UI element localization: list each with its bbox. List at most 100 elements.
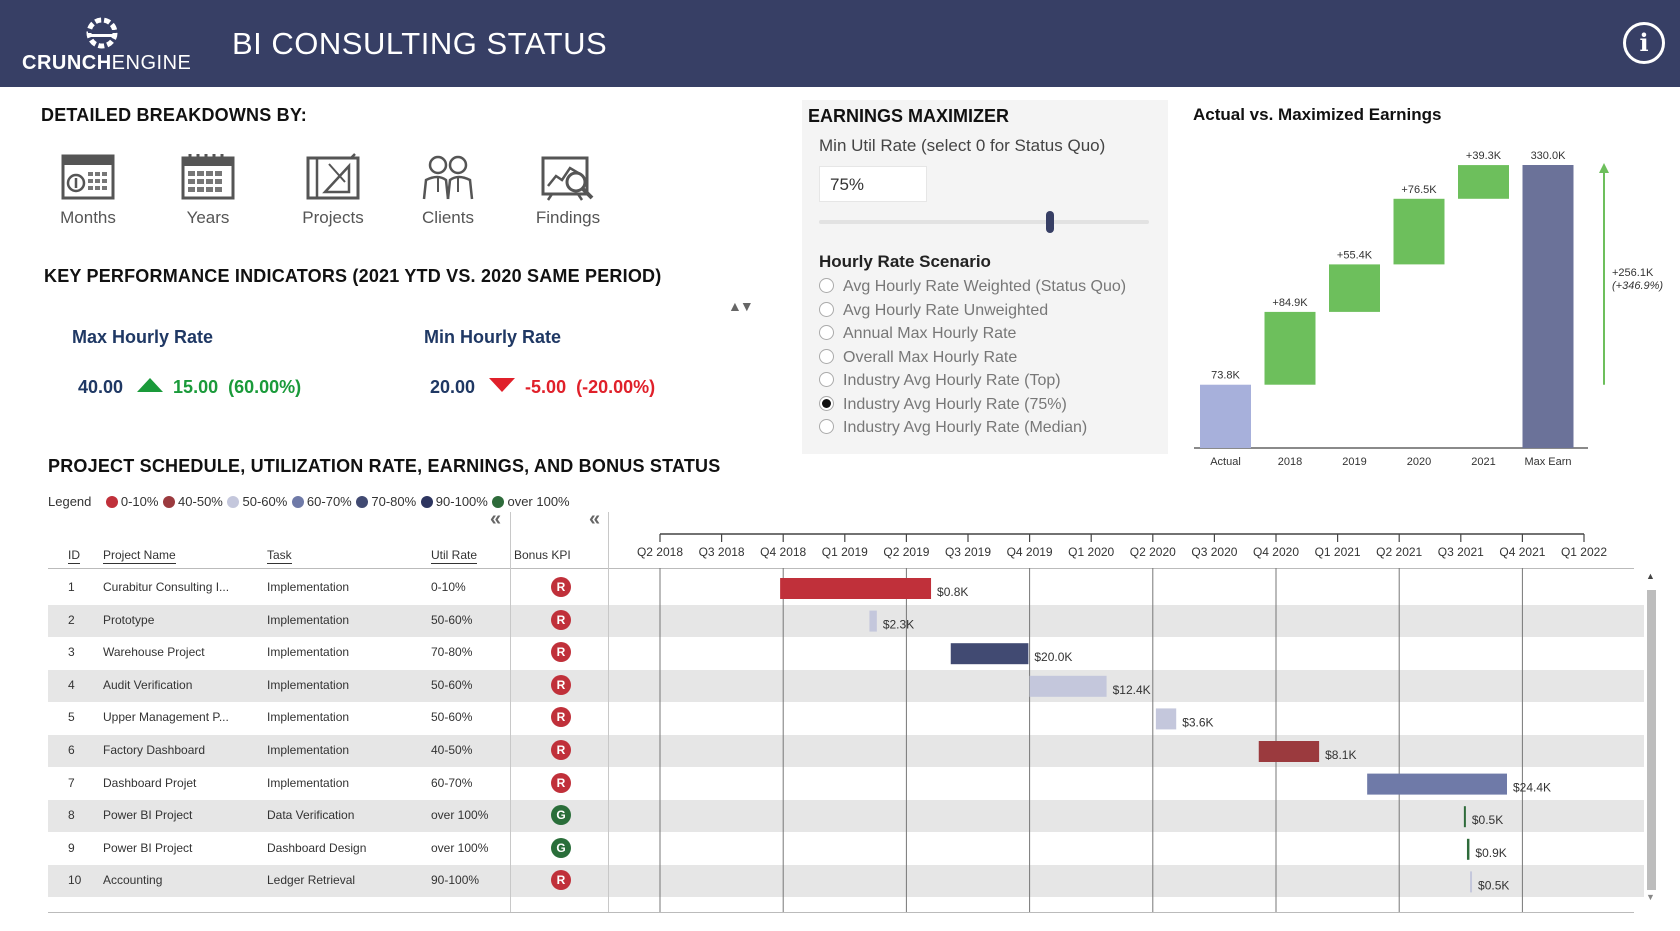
page-title: BI CONSULTING STATUS: [232, 26, 608, 61]
col-id[interactable]: ID: [68, 548, 80, 564]
bonus-kpi-badge: R: [551, 740, 571, 760]
radio-icon[interactable]: [819, 372, 834, 387]
waterfall-category-label: 2019: [1342, 456, 1366, 468]
legend-dot: [163, 496, 176, 508]
table-row[interactable]: 8 Power BI Project Data Verification over 1…: [48, 800, 1644, 833]
legend-item: 40-50%: [163, 494, 223, 509]
legend-item-label: 90-100%: [435, 494, 488, 509]
waterfall-value-label: +55.4K: [1337, 249, 1373, 261]
calendar-month-icon: [61, 154, 115, 200]
gantt-bar[interactable]: [1155, 708, 1177, 730]
col-project-name[interactable]: Project Name: [103, 548, 176, 564]
scenario-option[interactable]: Industry Avg Hourly Rate (75%): [819, 395, 1067, 414]
gantt-chart: Q2 2018 Q3 2018 Q4 2018 Q1 2019 Q2 2019 Q3 20…: [637, 533, 1607, 912]
nav-findings-button[interactable]: Findings: [518, 152, 618, 228]
table-row[interactable]: 3 Warehouse Project Implementation 70-80% R: [48, 637, 1644, 669]
gantt-bar[interactable]: [780, 578, 932, 599]
scroll-thumb[interactable]: [1647, 590, 1656, 890]
logo-bold: CRUNCH: [22, 52, 112, 74]
min-util-label: Min Util Rate (select 0 for Status Quo): [819, 136, 1106, 155]
row-project-name: Factory Dashboard: [103, 743, 206, 757]
scenario-option[interactable]: Annual Max Hourly Rate: [819, 325, 1016, 343]
scroll-down-icon[interactable]: ▼: [1646, 892, 1655, 902]
scroll-up-icon[interactable]: ▲: [1646, 571, 1655, 581]
crunchengine-logo: CRUNCHENGINE: [22, 16, 191, 76]
radio-icon[interactable]: [819, 325, 834, 340]
row-util-rate: 70-80%: [431, 645, 473, 660]
maximizer-title: EARNINGS MAXIMIZER: [808, 106, 1010, 126]
bonus-kpi-badge: G: [551, 837, 571, 858]
col-bonus-kpi[interactable]: Bonus KPI: [514, 548, 571, 562]
nav-clients-button[interactable]: Clients: [398, 152, 498, 228]
collapse-left-icon[interactable]: «: [490, 508, 502, 530]
schedule-title: PROJECT SCHEDULE, UTILIZATION RATE, EARN…: [48, 456, 721, 476]
app-header: CRUNCHENGINE BI CONSULTING STATUS i: [0, 0, 1680, 87]
waterfall-bar[interactable]: [1458, 165, 1509, 199]
nav-years-button[interactable]: Years: [158, 152, 258, 228]
gantt-bar[interactable]: [950, 643, 1029, 665]
waterfall-bar[interactable]: [1522, 165, 1574, 448]
quarter-label: Q4 2020: [1253, 545, 1299, 559]
nav-projects-button[interactable]: Projects: [283, 152, 383, 228]
quarter-label: Q4 2018: [760, 545, 806, 559]
collapse-right-icon[interactable]: «: [589, 508, 601, 530]
quarter-label: Q3 2020: [1191, 545, 1237, 559]
radio-icon[interactable]: [819, 395, 834, 411]
waterfall-bar[interactable]: [1329, 264, 1380, 312]
table-row[interactable]: 10 Accounting Ledger Retrieval 90-100% R: [48, 865, 1644, 898]
row-project-name: Warehouse Project: [103, 645, 205, 660]
min-util-slider-track[interactable]: [819, 220, 1149, 224]
nav-months-button[interactable]: Months: [38, 152, 138, 228]
min-util-input[interactable]: 75%: [819, 166, 927, 202]
waterfall-value-label: +84.9K: [1272, 297, 1308, 309]
scenario-option-label: Avg Hourly Rate Weighted (Status Quo): [843, 278, 1127, 295]
table-row[interactable]: 9 Power BI Project Dashboard Design over 10…: [48, 833, 1644, 865]
table-row[interactable]: 2 Prototype Implementation 50-60% R: [48, 604, 1644, 637]
legend-item-label: 0-10%: [120, 494, 159, 509]
min-util-slider-thumb[interactable]: [1046, 211, 1054, 233]
kpi-min-label: Min Hourly Rate: [424, 327, 562, 347]
table-row[interactable]: 7 Dashboard Projet Implementation 60-70% R: [48, 768, 1644, 800]
row-project-name: Accounting: [103, 873, 163, 888]
waterfall-bar[interactable]: [1200, 384, 1251, 448]
row-util-rate: 50-60%: [431, 710, 473, 725]
gantt-bar[interactable]: [1258, 741, 1320, 762]
radio-icon[interactable]: [819, 348, 834, 364]
row-util-rate: 40-50%: [431, 743, 473, 757]
quarter-label: Q1 2022: [1561, 545, 1607, 559]
radio-icon[interactable]: [819, 419, 834, 434]
bonus-kpi-badge: R: [551, 772, 571, 793]
col-util-rate[interactable]: Util Rate: [431, 548, 478, 564]
row-id: 2: [68, 612, 75, 627]
table-row[interactable]: 6 Factory Dashboard Implementation 40-50% R: [48, 735, 1644, 767]
scenario-option[interactable]: Overall Max Hourly Rate: [819, 348, 1017, 367]
waterfall-bar[interactable]: [1264, 311, 1316, 385]
table-row[interactable]: 5 Upper Management P... Implementation 50-6…: [48, 702, 1644, 734]
table-row[interactable]: 1 Curabitur Consulting I... Implementation…: [48, 572, 1644, 604]
gantt-bar[interactable]: [869, 610, 877, 632]
table-row[interactable]: 4 Audit Verification Implementation 50-60% R: [48, 669, 1644, 702]
quarter-label: Q3 2019: [945, 545, 991, 559]
legend-item-label: over 100%: [507, 494, 570, 509]
nav-years-label: Years: [186, 208, 230, 227]
waterfall-chart: 73.8K Actual +84.9K 2018 +55.4K 2019 +76.5K 202…: [1194, 150, 1663, 468]
scenario-option[interactable]: Industry Avg Hourly Rate (Top): [819, 372, 1061, 390]
info-button[interactable]: i: [1623, 22, 1665, 64]
gantt-bar[interactable]: [1470, 871, 1473, 893]
row-task: Implementation: [267, 645, 350, 660]
radio-icon[interactable]: [819, 301, 834, 317]
waterfall-bar[interactable]: [1393, 198, 1445, 265]
col-task[interactable]: Task: [267, 548, 292, 564]
logo-text: CRUNCHENGINE: [22, 52, 191, 75]
kpi-min-row: 20.00 -5.00 (-20.00%): [430, 377, 655, 398]
scenario-option[interactable]: Avg Hourly Rate Unweighted: [819, 301, 1048, 320]
radio-icon[interactable]: [819, 278, 834, 293]
scenario-option[interactable]: Avg Hourly Rate Weighted (Status Quo): [819, 278, 1126, 296]
scenario-option[interactable]: Industry Avg Hourly Rate (Median): [819, 419, 1087, 437]
gantt-bar[interactable]: [1463, 806, 1466, 828]
gantt-bar[interactable]: [1029, 675, 1107, 697]
gantt-bar[interactable]: [1367, 773, 1507, 795]
sort-arrows-icon[interactable]: ▲▼: [728, 298, 754, 314]
gantt-bar[interactable]: [1466, 838, 1470, 860]
gantt-bar-label: $8.1K: [1325, 748, 1356, 762]
